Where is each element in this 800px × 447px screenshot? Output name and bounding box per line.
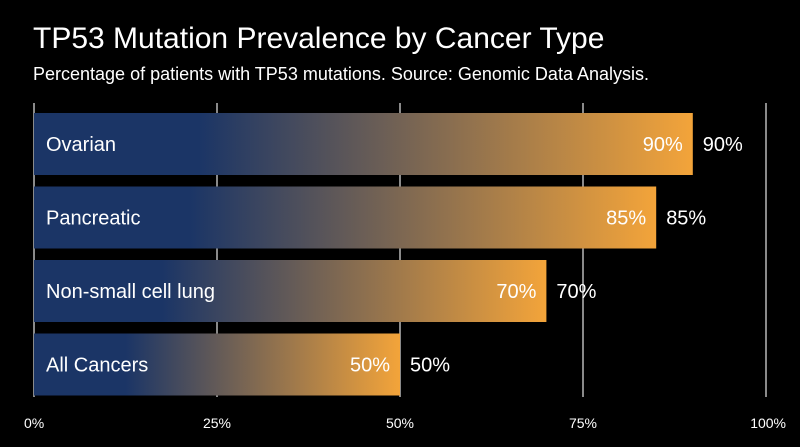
x-tick-label: 0% — [24, 415, 44, 431]
bar-value-label-outside: 70% — [556, 281, 596, 303]
bar — [34, 333, 400, 396]
bar-category-label: Non-small cell lung — [46, 281, 215, 303]
bar-value-label-outside: 85% — [666, 208, 706, 230]
bar-value-label-inside: 70% — [496, 281, 536, 303]
bar — [34, 113, 693, 175]
x-tick-label: 100% — [750, 415, 786, 431]
bar-value-label-inside: 90% — [643, 134, 683, 156]
bar-category-label: Pancreatic — [46, 208, 141, 230]
bar-value-label-inside: 50% — [350, 355, 390, 377]
bar-value-label-outside: 90% — [703, 134, 743, 156]
bar — [34, 260, 547, 322]
x-tick-label: 25% — [203, 415, 231, 431]
chart-title: TP53 Mutation Prevalence by Cancer Type — [33, 22, 605, 55]
bar — [34, 186, 657, 249]
bar-value-label-outside: 50% — [410, 355, 450, 377]
x-tick-label: 50% — [386, 415, 414, 431]
bar-category-label: All Cancers — [46, 355, 148, 377]
chart-subtitle: Percentage of patients with TP53 mutatio… — [33, 64, 649, 84]
bar-category-label: Ovarian — [46, 134, 116, 156]
bar-value-label-inside: 85% — [606, 208, 646, 230]
x-tick-label: 75% — [569, 415, 597, 431]
